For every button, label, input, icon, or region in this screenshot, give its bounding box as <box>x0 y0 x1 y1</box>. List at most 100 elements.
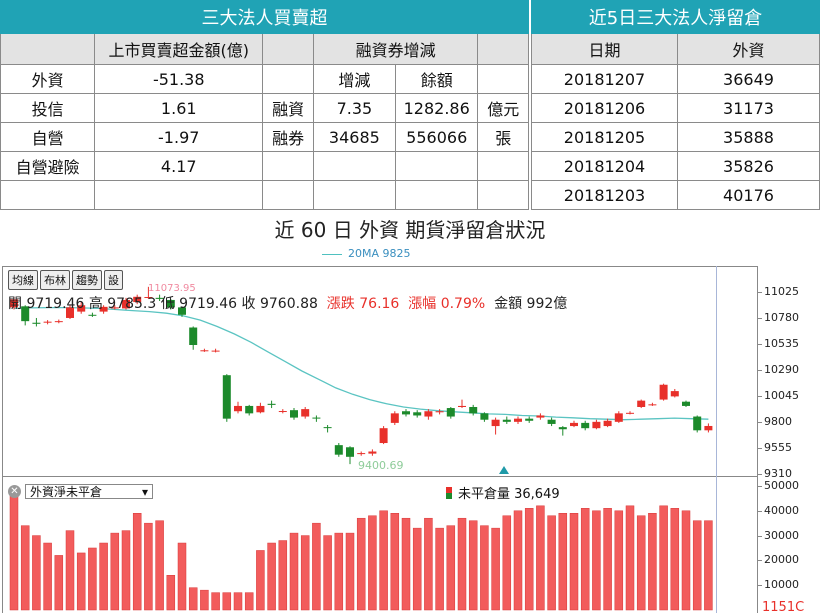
volume-bar <box>20 525 30 611</box>
blank-header <box>477 33 529 65</box>
volume-bar <box>188 587 198 611</box>
candle-body <box>357 453 366 455</box>
volume-bar <box>692 520 702 611</box>
volume-bar <box>648 513 657 611</box>
volume-bar <box>155 520 164 611</box>
candle-body <box>592 421 601 429</box>
volume-bar <box>446 525 456 611</box>
volume-bar <box>76 552 86 611</box>
y-tick <box>758 395 762 397</box>
pct-label: 漲幅 <box>408 296 437 312</box>
volume-bar <box>592 510 601 611</box>
volume-bar <box>289 532 299 611</box>
indicator-selector: ✕ 外資淨未平倉 ▾ <box>8 484 153 499</box>
volume-bar <box>244 592 254 611</box>
candle-body <box>368 451 377 454</box>
candle-body <box>178 307 186 315</box>
candle-body <box>234 405 242 412</box>
bottom-price-label: 1151C <box>762 600 805 615</box>
bollinger-button[interactable]: 布林 <box>40 270 70 290</box>
settings-button[interactable]: 設 <box>104 270 123 290</box>
row-date: 20181203 <box>531 180 678 210</box>
volume-bar <box>211 592 220 611</box>
y-tick <box>758 535 762 537</box>
candle-body <box>670 391 679 397</box>
volume-bar <box>267 542 276 611</box>
indicator-dropdown[interactable]: 外資淨未平倉 ▾ <box>25 484 153 499</box>
row-value: 36649 <box>677 64 820 94</box>
candle-body <box>480 413 489 420</box>
candle-body <box>334 445 343 455</box>
trend-button[interactable]: 趨勢 <box>72 270 102 290</box>
ma-button[interactable]: 均線 <box>8 270 38 290</box>
volume-bar <box>513 510 523 611</box>
volume-bar <box>569 513 579 611</box>
close-value: 9760.88 <box>259 296 318 312</box>
caret-down-icon: ▾ <box>141 484 148 499</box>
amount-label: 金額 <box>494 296 523 312</box>
volume-bar <box>681 510 691 611</box>
row-name: 自營 <box>0 122 96 152</box>
empty-cell <box>262 180 314 210</box>
y-tick <box>758 421 762 423</box>
candle-body <box>626 412 634 414</box>
candle-body <box>704 425 713 431</box>
volume-bar <box>536 505 545 611</box>
volume-bar <box>334 532 344 611</box>
y-tick <box>758 473 762 475</box>
volume-bar <box>345 532 355 611</box>
high-value: 9785.3 <box>107 296 157 312</box>
foreign-header: 外資 <box>677 33 820 65</box>
volume-bar <box>468 520 478 611</box>
candle-body <box>256 405 265 413</box>
candle-body <box>435 411 444 413</box>
row-type <box>262 151 314 181</box>
candle-body <box>682 401 690 406</box>
volume-bar <box>580 508 590 611</box>
low-label: 低 <box>160 296 175 312</box>
candle-body <box>88 314 97 316</box>
candle-body <box>558 427 567 430</box>
volume-bar <box>356 517 366 611</box>
row-unit <box>477 64 529 94</box>
volume-tick-label: 40000 <box>764 503 799 517</box>
volume-bar <box>412 527 422 611</box>
date-header: 日期 <box>531 33 678 65</box>
candle-body <box>469 406 478 414</box>
close-icon[interactable]: ✕ <box>8 485 21 498</box>
volume-bar <box>435 527 444 611</box>
candle-body <box>570 422 578 427</box>
volume-bar <box>670 508 680 611</box>
row-unit: 億元 <box>477 93 529 123</box>
volume-bar <box>300 535 310 611</box>
volume-bar <box>121 530 131 611</box>
volume-bar <box>233 592 243 611</box>
institutional-trading-table: 三大法人買賣超 上市買賣超金額(億) 融資券增減 外資 -51.38 增減 餘額… <box>0 0 529 210</box>
volume-bar <box>312 522 321 611</box>
volume-tick-label: 10000 <box>764 578 799 592</box>
volume-bar <box>110 532 120 611</box>
change-header: 增減 <box>312 64 396 94</box>
candle-body <box>491 419 500 427</box>
crosshair-line <box>716 266 717 613</box>
y-tick <box>758 317 762 319</box>
candle-body <box>693 416 702 431</box>
candle-body <box>502 419 511 422</box>
volume-bar <box>65 530 75 611</box>
volume-bar <box>558 513 568 611</box>
volume-bar <box>390 513 400 611</box>
candle-body <box>133 296 142 303</box>
chart-title: 近 60 日 外資 期貨淨留倉狀況 <box>274 218 546 242</box>
y-tick <box>758 585 762 587</box>
volume-bar <box>54 555 64 611</box>
volume-bar <box>177 542 187 611</box>
volume-bar <box>368 515 377 611</box>
volume-bar <box>88 547 97 611</box>
row-name: 投信 <box>0 93 96 123</box>
chart-toolbar: 均線 布林 趨勢 設 <box>8 270 123 290</box>
ma-legend-label: 20MA 9825 <box>348 247 411 260</box>
candle-body <box>424 411 433 417</box>
volume-bar <box>401 517 411 611</box>
chart-frame <box>2 266 758 613</box>
volume-bar <box>43 542 52 611</box>
